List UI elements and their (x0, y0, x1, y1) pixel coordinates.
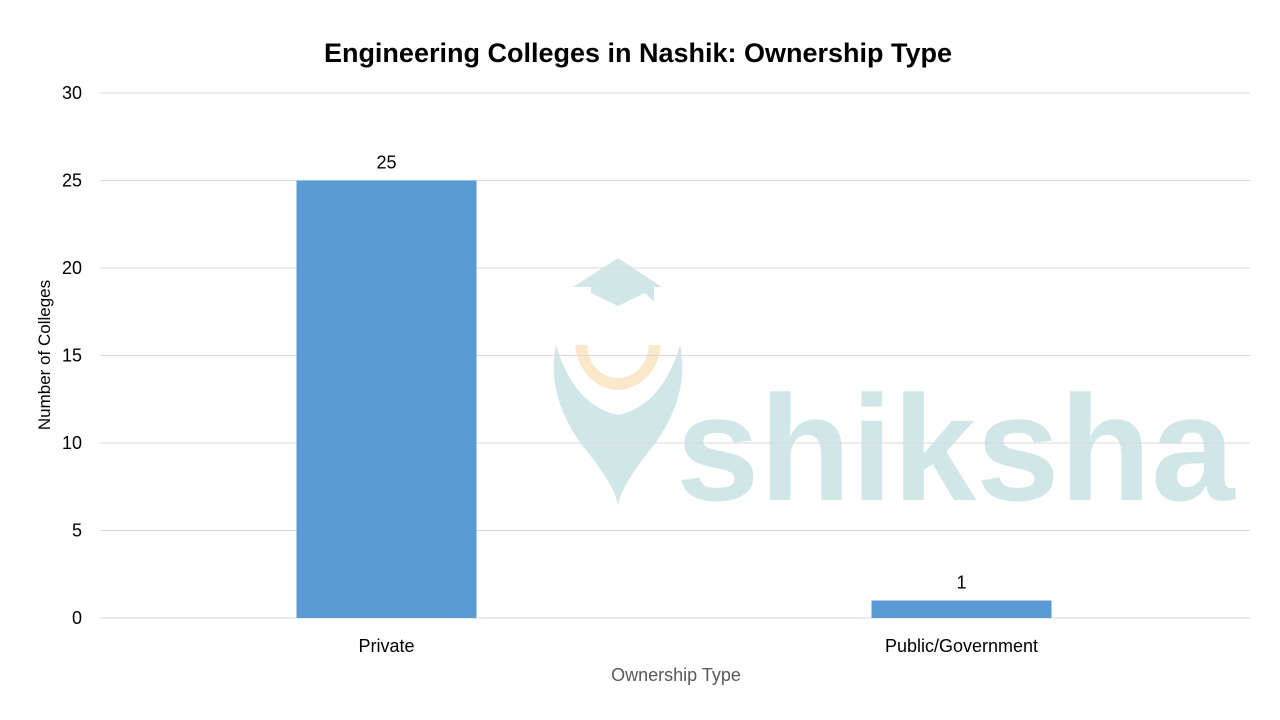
logo-drop-shape (553, 345, 683, 505)
y-tick-label: 0 (72, 608, 82, 628)
watermark-text: shiksha (676, 364, 1236, 532)
gridlines (100, 92, 1250, 619)
y-tick-label: 15 (62, 346, 82, 366)
x-axis-categories: Private Public/Government (358, 636, 1038, 656)
data-label: 25 (376, 153, 396, 173)
y-tick-label: 20 (62, 258, 82, 278)
y-axis-ticks: 0 5 10 15 20 25 30 (62, 83, 82, 628)
bars (296, 180, 1052, 618)
data-labels: 25 1 (376, 153, 966, 593)
data-label: 1 (956, 573, 966, 593)
y-tick-label: 30 (62, 83, 82, 103)
bar-public-government (871, 600, 1052, 618)
logo-arc (575, 345, 661, 390)
bar-private (296, 180, 477, 618)
x-category-label: Public/Government (885, 636, 1038, 656)
y-tick-label: 10 (62, 433, 82, 453)
shiksha-watermark: shiksha (553, 258, 1236, 532)
y-axis-label: Number of Colleges (35, 280, 54, 430)
chart-title: Engineering Colleges in Nashik: Ownershi… (324, 38, 952, 68)
graduation-cap-logo-icon (573, 258, 662, 306)
x-category-label: Private (358, 636, 414, 656)
x-axis-label: Ownership Type (611, 665, 741, 685)
y-tick-label: 5 (72, 521, 82, 541)
y-tick-label: 25 (62, 171, 82, 191)
